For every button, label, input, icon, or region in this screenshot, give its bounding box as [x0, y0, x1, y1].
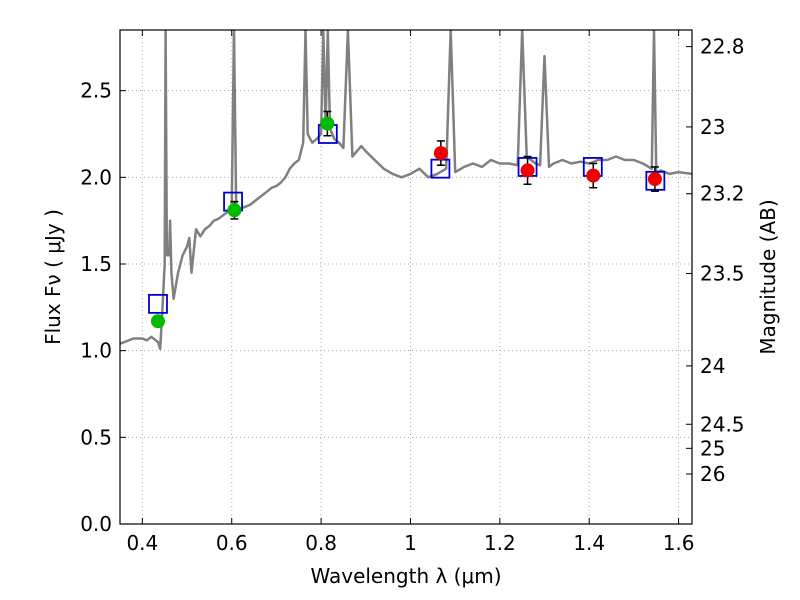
y-tick-label: 1.0 [80, 339, 112, 363]
right-tick-label: 24.5 [700, 412, 745, 436]
spectrum-line [120, 30, 692, 351]
right-tick-label: 23.5 [700, 261, 745, 285]
data-point [433, 146, 448, 161]
y-tick-label: 0.5 [80, 425, 112, 449]
y-tick-label: 1.5 [80, 252, 112, 276]
x-tick-label: 0.8 [305, 531, 337, 555]
x-tick-label: 1.6 [663, 531, 695, 555]
model-box [148, 293, 168, 314]
x-tick-label: 1.2 [484, 531, 516, 555]
data-point [520, 163, 535, 178]
x-tick-label: 0.4 [126, 531, 158, 555]
right-tick-label: 23 [700, 115, 725, 139]
axis-ticks: 0.4 0.6 0.8 1 1.2 1.4 1.6 0.0 0.5 1.0 1.5 2.0 2.5 22.… [80, 30, 745, 555]
data-point [647, 172, 662, 187]
data-point [586, 168, 601, 183]
x-axis-label: Wavelength λ (μm) [310, 564, 501, 588]
data-point [227, 203, 242, 218]
data-point [320, 116, 335, 131]
right-tick-label: 22.8 [700, 35, 745, 59]
right-tick-label: 23.2 [700, 182, 745, 206]
grid-lines [120, 30, 692, 525]
right-tick-label: 24 [700, 354, 725, 378]
y-tick-label: 2.5 [80, 79, 112, 103]
right-axis-label: Magnitude (AB) [756, 199, 780, 354]
x-tick-label: 0.6 [216, 531, 248, 555]
data-point [150, 314, 165, 329]
x-tick-label: 1 [404, 531, 417, 555]
x-tick-label: 1.4 [573, 531, 605, 555]
right-tick-label: 26 [700, 462, 725, 486]
y-tick-label: 2.0 [80, 165, 112, 189]
y-tick-label: 0.0 [80, 512, 112, 536]
right-tick-label: 25 [700, 436, 725, 460]
y-axis-label: Flux Fν ( μJy ) [41, 209, 65, 345]
plot-series [120, 30, 692, 351]
plot-frame [119, 29, 693, 525]
